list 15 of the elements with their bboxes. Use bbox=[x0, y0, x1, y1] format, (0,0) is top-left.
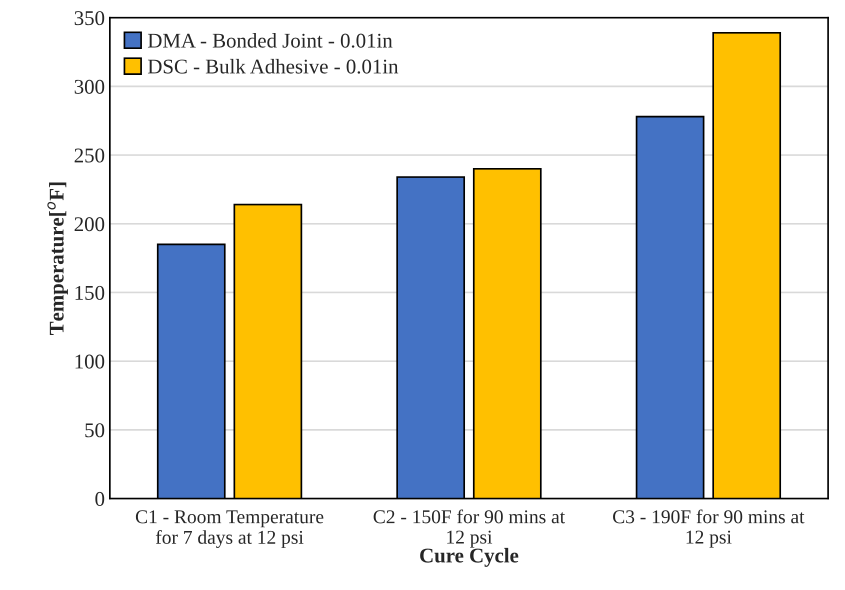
legend-label: DSC - Bulk Adhesive - 0.01in bbox=[148, 58, 398, 74]
y-tick-label: 250 bbox=[74, 148, 104, 163]
y-tick-label: 0 bbox=[95, 492, 104, 506]
y-axis-title: Temperature[$^{o}$F] bbox=[47, 182, 68, 335]
y-tick-label: 200 bbox=[74, 217, 104, 232]
y-tick-label: 300 bbox=[74, 80, 104, 94]
x-axis-title: Cure Cycle bbox=[420, 548, 518, 567]
y-tick-label: 100 bbox=[76, 354, 104, 369]
x-tick-label: C2 - 150F for 90 mins at 12 psi bbox=[374, 509, 566, 548]
y-tick-label: 50 bbox=[85, 423, 104, 438]
legend-label: DMA - Bonded Joint - 0.01in bbox=[148, 33, 392, 48]
y-tick-label: 350 bbox=[74, 11, 104, 26]
y-tick-label: 150 bbox=[76, 286, 104, 300]
x-tick-label: C1 - Room Temperature for 7 days at 12 psi bbox=[136, 510, 324, 548]
x-tick-label: C3 - 190F for 90 mins at 12 psi bbox=[613, 509, 804, 548]
